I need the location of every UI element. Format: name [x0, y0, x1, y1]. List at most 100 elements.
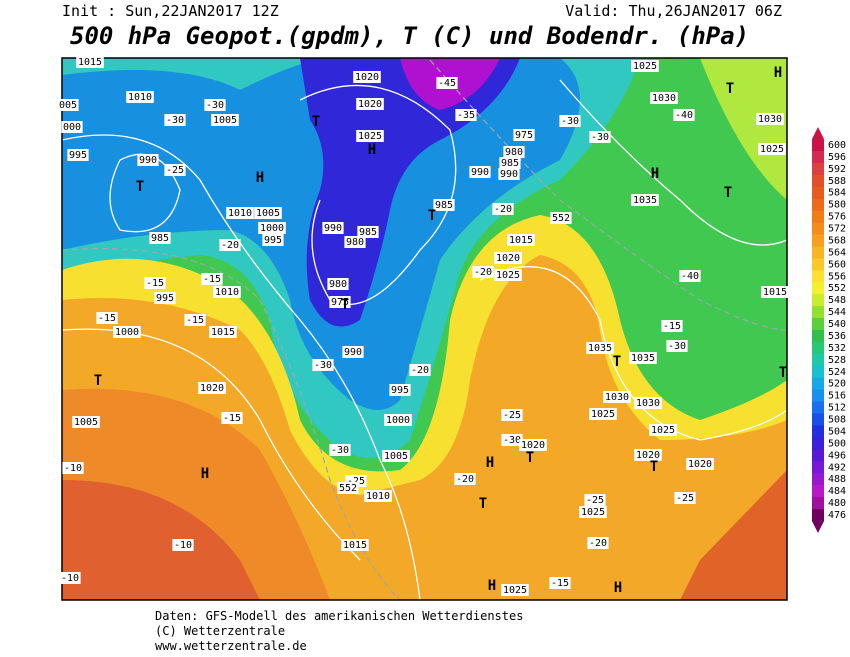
label-box	[673, 109, 695, 121]
footer-url: www.wetterzentrale.de	[155, 639, 307, 653]
pressure-center: T	[94, 373, 102, 389]
contour-label: -25	[347, 476, 365, 487]
contour-label: 1030	[758, 114, 782, 125]
contour-label: 1000	[115, 327, 139, 338]
contour-label: 1005	[384, 451, 408, 462]
colorbar-label: 544	[828, 307, 846, 318]
label-box	[666, 340, 688, 352]
colorbar-swatch	[812, 222, 824, 236]
colorbar-label: 520	[828, 379, 846, 390]
contour-label: 995	[391, 385, 409, 396]
contour-label: 552	[339, 483, 357, 494]
contour-label: -30	[206, 100, 224, 111]
contour-label: -10	[64, 463, 82, 474]
label-box	[579, 506, 607, 518]
colorbar-label: 488	[828, 474, 846, 485]
pressure-center: T	[479, 496, 487, 512]
map-field	[62, 58, 787, 600]
pressure-center: T	[613, 354, 621, 370]
label-box	[113, 326, 141, 338]
colorbar-swatch	[812, 210, 824, 224]
label-box	[364, 490, 392, 502]
colorbar-label: 496	[828, 450, 846, 461]
contour-label: -40	[675, 110, 693, 121]
contour-label: 1015	[78, 57, 102, 68]
contour-label: -20	[456, 474, 474, 485]
colorbar-label: 476	[828, 510, 846, 521]
label-box	[661, 320, 683, 332]
pressure-center: T	[650, 459, 658, 475]
label-box	[674, 492, 696, 504]
label-box	[164, 164, 186, 176]
pressure-center: T	[428, 208, 436, 224]
label-box	[436, 77, 458, 89]
label-box	[357, 226, 379, 238]
label-box	[649, 424, 677, 436]
colorbar-label: 512	[828, 403, 846, 414]
label-box	[59, 572, 81, 584]
label-box	[492, 203, 514, 215]
label-box	[149, 232, 171, 244]
colorbar-swatch	[812, 282, 824, 295]
colorbar-label: 480	[828, 498, 846, 509]
contour-label: 990	[139, 155, 157, 166]
label-box	[356, 130, 384, 142]
label-box	[469, 166, 491, 178]
colorbar-label: 548	[828, 295, 846, 306]
label-box	[96, 312, 118, 324]
colorbar-swatch	[812, 449, 824, 462]
contour-label: 1020	[636, 450, 660, 461]
colorbar-label: 528	[828, 355, 846, 366]
contour-label: -15	[146, 278, 164, 289]
label-box	[329, 296, 351, 308]
contour-label: -15	[223, 413, 241, 424]
colorbar-swatch	[812, 306, 824, 319]
contour-label: -30	[668, 341, 686, 352]
pressure-center: H	[651, 166, 659, 182]
contour-label: -30	[561, 116, 579, 127]
contour-label: -15	[203, 274, 221, 285]
contour-label: 1025	[591, 409, 615, 420]
colorbar-label: 592	[828, 164, 846, 175]
contour-label: -25	[586, 495, 604, 506]
label-box	[501, 584, 529, 596]
colorbar-swatch	[812, 353, 824, 367]
label-box	[76, 56, 104, 68]
label-box	[686, 458, 714, 470]
contour-label: -15	[98, 313, 116, 324]
colorbar-label: 492	[828, 462, 846, 473]
label-box	[494, 252, 522, 264]
label-box	[559, 115, 581, 127]
label-box	[584, 494, 606, 506]
label-box	[501, 409, 523, 421]
colorbar-swatch	[812, 258, 824, 271]
label-box	[550, 212, 572, 224]
contour-label: 1010	[366, 491, 390, 502]
label-box	[209, 326, 237, 338]
label-box	[221, 412, 243, 424]
colorbar-swatch	[812, 485, 824, 498]
label-box	[353, 71, 381, 83]
colorbar-label: 584	[828, 188, 846, 199]
label-box	[629, 352, 657, 364]
label-box	[679, 270, 701, 282]
contour-label: -45	[438, 78, 456, 89]
valid-time: Valid: Thu,26JAN2017 06Z	[565, 2, 782, 20]
colorbar-swatch	[812, 330, 824, 343]
pressure-center: H	[368, 142, 376, 158]
footer-copyright: (C) Wetterzentrale	[155, 624, 285, 638]
contour-label: 1010	[228, 208, 252, 219]
colorbar-swatch	[812, 341, 824, 355]
label-box	[650, 92, 678, 104]
colorbar-label: 552	[828, 283, 846, 294]
label-box	[258, 222, 286, 234]
contour-label: 1005	[256, 208, 280, 219]
label-box	[219, 239, 241, 251]
contour-label: -30	[166, 115, 184, 126]
contour-label: -25	[503, 410, 521, 421]
contour-label: -30	[314, 360, 332, 371]
colorbar-label: 516	[828, 391, 846, 402]
pressure-center: H	[488, 578, 496, 594]
contour-label: 1025	[633, 61, 657, 72]
